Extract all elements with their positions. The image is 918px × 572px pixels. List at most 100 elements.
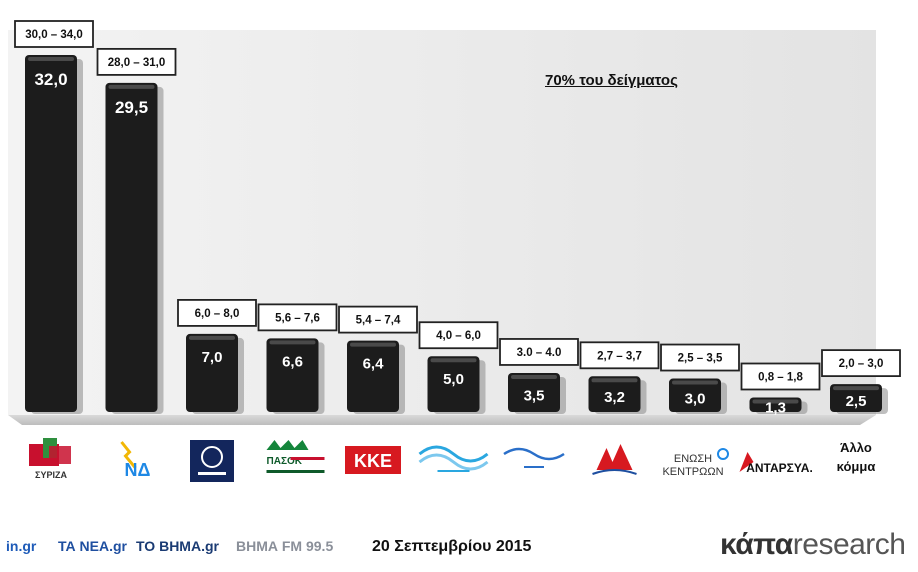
sample-annotation: 70% του δείγματος [545, 72, 678, 89]
bar [669, 378, 721, 412]
other-text-1: Άλλο [840, 440, 872, 455]
kke-box [345, 446, 401, 474]
golden-dawn-logo [190, 440, 234, 482]
bar-highlight [672, 380, 718, 385]
pasok-logo: ΠΑΣΟΚ [266, 440, 325, 473]
kke-logo: ΚΚΕ [345, 446, 401, 474]
gd-emblem [201, 446, 223, 468]
media-tovima[interactable]: ΤΟ ΒΗΜΑ.gr [136, 538, 219, 554]
bar [186, 333, 238, 412]
value-label: 3,2 [604, 389, 625, 406]
potami-caption [437, 470, 470, 472]
range-box [257, 303, 338, 332]
bar [588, 376, 641, 412]
bar-highlight [430, 358, 477, 363]
range-box [96, 47, 177, 76]
bar-highlight [833, 386, 879, 391]
nd-logo: ΝΔ [120, 441, 151, 480]
value-label: 5,0 [443, 371, 464, 388]
enosi-text-2: ΚΕΝΤΡΩΩΝ [662, 466, 723, 478]
brand-light: research [792, 528, 906, 561]
plot-floor [8, 415, 876, 425]
range-box [660, 343, 740, 372]
value-label: 6,6 [282, 353, 303, 370]
pasok-line [290, 457, 325, 460]
range-label: 6,0 – 8,0 [195, 308, 240, 320]
media-tanea[interactable]: ΤΑ ΝΕΑ.gr [58, 538, 127, 554]
bar [25, 55, 77, 412]
enosi-text-1: ΕΝΩΣΗ [674, 453, 712, 465]
bar-highlight [591, 378, 638, 383]
bar [347, 340, 399, 412]
anel-logo [503, 447, 565, 468]
bar-highlight [511, 374, 557, 379]
lae-star [596, 444, 633, 470]
nd-torch [120, 441, 137, 469]
value-label: 7,0 [202, 349, 223, 366]
other-party-label: Άλλο κόμμα [837, 440, 876, 474]
value-label: 3,0 [685, 390, 706, 407]
media-vimafm[interactable]: ΒΗΜΑ FM 99.5 [236, 538, 334, 554]
range-label: 0,8 – 1,8 [758, 371, 803, 383]
bar-highlight [269, 340, 316, 345]
antarsya-logo: ΑΝΤΑΡΣΥΑ. [739, 452, 813, 475]
value-label: 3,5 [524, 387, 545, 404]
pasok-subline [266, 470, 325, 473]
range-box [821, 349, 901, 378]
poll-date: 20 Σεπτεμβρίου 2015 [372, 538, 532, 555]
syriza-text: ΣΥΡΙΖΑ [35, 470, 67, 480]
bar [266, 338, 319, 412]
bar-highlight [28, 57, 74, 61]
antarsya-text: ΑΝΤΑΡΣΥΑ. [746, 461, 813, 475]
bar-highlight [189, 335, 235, 340]
range-box [740, 362, 821, 391]
potami-wave-2 [418, 453, 489, 471]
bar [105, 82, 158, 412]
enosi-dot [717, 448, 729, 460]
anel-caption [524, 466, 544, 468]
potami-logo [418, 445, 489, 472]
range-label: 2,0 – 3,0 [839, 358, 884, 370]
bar-highlight [108, 84, 155, 89]
range-label: 3.0 – 4.0 [517, 347, 562, 359]
kapa-research-logo: κάπαresearch [720, 528, 906, 562]
bar [427, 356, 480, 412]
bar [830, 384, 882, 412]
range-box [499, 338, 579, 366]
bar-highlight [350, 342, 396, 347]
value-label: 32,0 [34, 70, 67, 89]
range-label: 5,4 – 7,4 [356, 315, 401, 327]
lae-logo [592, 444, 637, 475]
range-box [338, 305, 418, 334]
range-label: 2,7 – 3,7 [597, 350, 642, 362]
syriza-logo: ΣΥΡΙΖΑ [29, 438, 71, 480]
range-box [177, 299, 257, 327]
range-label: 30,0 – 34,0 [25, 29, 83, 41]
range-label: 2,5 – 3,5 [678, 353, 723, 365]
range-box [579, 341, 660, 370]
range-label: 28,0 – 31,0 [108, 57, 166, 69]
media-in-gr[interactable]: in.gr [6, 538, 37, 554]
lae-underline [592, 469, 637, 475]
potami-wave-1 [418, 445, 489, 463]
range-box [418, 321, 499, 350]
pasok-text: ΠΑΣΟΚ [267, 456, 303, 467]
range-box [14, 20, 94, 48]
bar-highlight [752, 399, 799, 404]
value-label: 1,3 [765, 400, 786, 417]
kke-text: ΚΚΕ [354, 451, 392, 471]
syriza-flag-red-2 [49, 446, 71, 464]
value-label: 29,5 [115, 98, 148, 117]
value-label: 6,4 [363, 356, 385, 373]
gd-text-strip [198, 472, 226, 475]
range-label: 4,0 – 6,0 [436, 330, 481, 342]
pasok-sun [266, 440, 309, 450]
other-text-2: κόμμα [837, 459, 876, 474]
antarsya-flag [739, 452, 754, 472]
value-label: 2,5 [846, 393, 867, 410]
anel-script [503, 447, 565, 461]
range-label: 5,6 – 7,6 [275, 312, 320, 324]
brand-bold: κάπα [720, 528, 793, 561]
